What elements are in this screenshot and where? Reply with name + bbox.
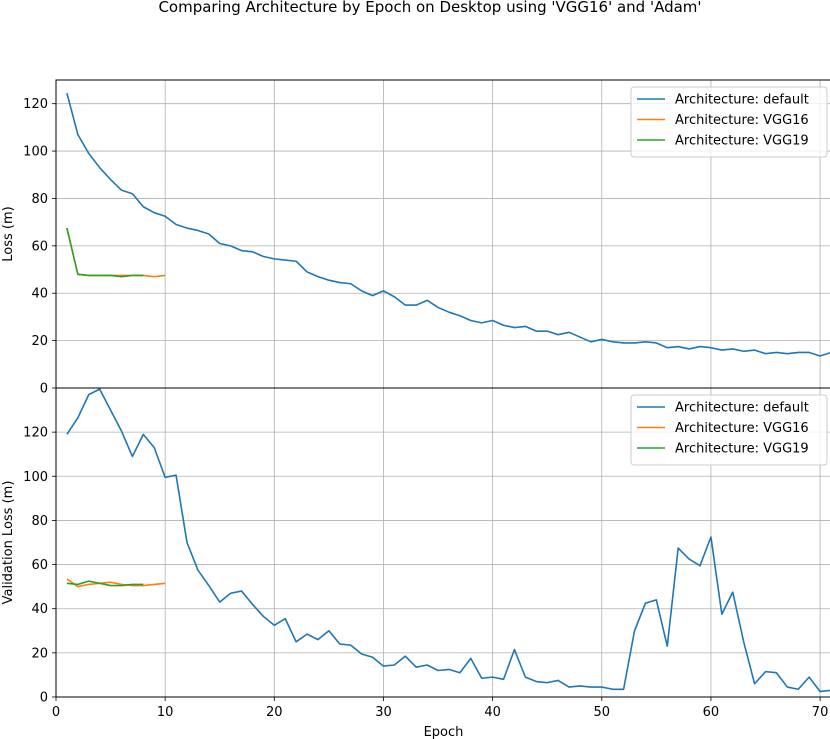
y-axis-label: Validation Loss (m) bbox=[1, 481, 16, 605]
subplot-1: 0 20 40 60 80 100 120 Loss (m) Architecture: def… bbox=[1, 79, 830, 397]
x-tick-label: 20 bbox=[266, 705, 283, 720]
legend-box bbox=[630, 86, 828, 158]
y-tick-label: 100 bbox=[23, 145, 48, 160]
legend-label: Architecture: VGG16 bbox=[675, 113, 809, 128]
y-tick-label: 80 bbox=[31, 514, 48, 529]
legend-label: Architecture: VGG19 bbox=[675, 134, 809, 149]
y-tick-label: 20 bbox=[31, 646, 48, 661]
legend-box bbox=[630, 394, 828, 466]
y-tick-label: 40 bbox=[31, 602, 48, 617]
y-tick-label: 40 bbox=[31, 287, 48, 302]
legend: Architecture: default Architecture: VGG16… bbox=[630, 394, 828, 466]
y-tick-label: 20 bbox=[31, 334, 48, 349]
y-tick-label: 100 bbox=[23, 470, 48, 485]
y-tick-label: 60 bbox=[31, 558, 48, 573]
x-tick-label: 70 bbox=[812, 705, 829, 720]
y-tick-label: 0 bbox=[40, 382, 48, 397]
x-tick-label: 40 bbox=[484, 705, 501, 720]
series-line-architecture-default bbox=[66, 388, 830, 693]
series-line-architecture-vgg16 bbox=[66, 578, 166, 588]
plot-frame bbox=[55, 387, 830, 698]
x-tick-label: 60 bbox=[703, 705, 720, 720]
x-axis-label: Epoch bbox=[424, 725, 464, 739]
y-tick-label: 60 bbox=[31, 239, 48, 254]
x-tick-label: 30 bbox=[375, 705, 392, 720]
legend-label: Architecture: default bbox=[675, 401, 809, 416]
y-axis-label: Loss (m) bbox=[1, 206, 16, 261]
series-line-architecture-vgg19 bbox=[66, 580, 144, 587]
x-tick-label: 0 bbox=[52, 705, 60, 720]
y-tick-label: 0 bbox=[40, 691, 48, 706]
subplot-2: 0 20 40 60 80 100 120 0 10 20 30 40 50 60 70 Epoch Valid… bbox=[1, 387, 830, 739]
legend-label: Architecture: VGG16 bbox=[675, 421, 809, 436]
y-tick-label: 120 bbox=[23, 97, 48, 112]
legend: Architecture: default Architecture: VGG16… bbox=[630, 86, 828, 158]
legend-label: Architecture: VGG19 bbox=[675, 442, 809, 457]
figure-title: Comparing Architecture by Epoch on Deskt… bbox=[158, 0, 702, 16]
x-tick-label: 50 bbox=[594, 705, 611, 720]
legend-label: Architecture: default bbox=[675, 93, 809, 108]
series-line-architecture-vgg16 bbox=[66, 227, 166, 278]
series-line-architecture-default bbox=[66, 92, 830, 357]
series-line-architecture-vgg19 bbox=[66, 227, 144, 278]
y-tick-label: 120 bbox=[23, 426, 48, 441]
x-tick-label: 10 bbox=[157, 705, 174, 720]
y-tick-label: 80 bbox=[31, 192, 48, 207]
